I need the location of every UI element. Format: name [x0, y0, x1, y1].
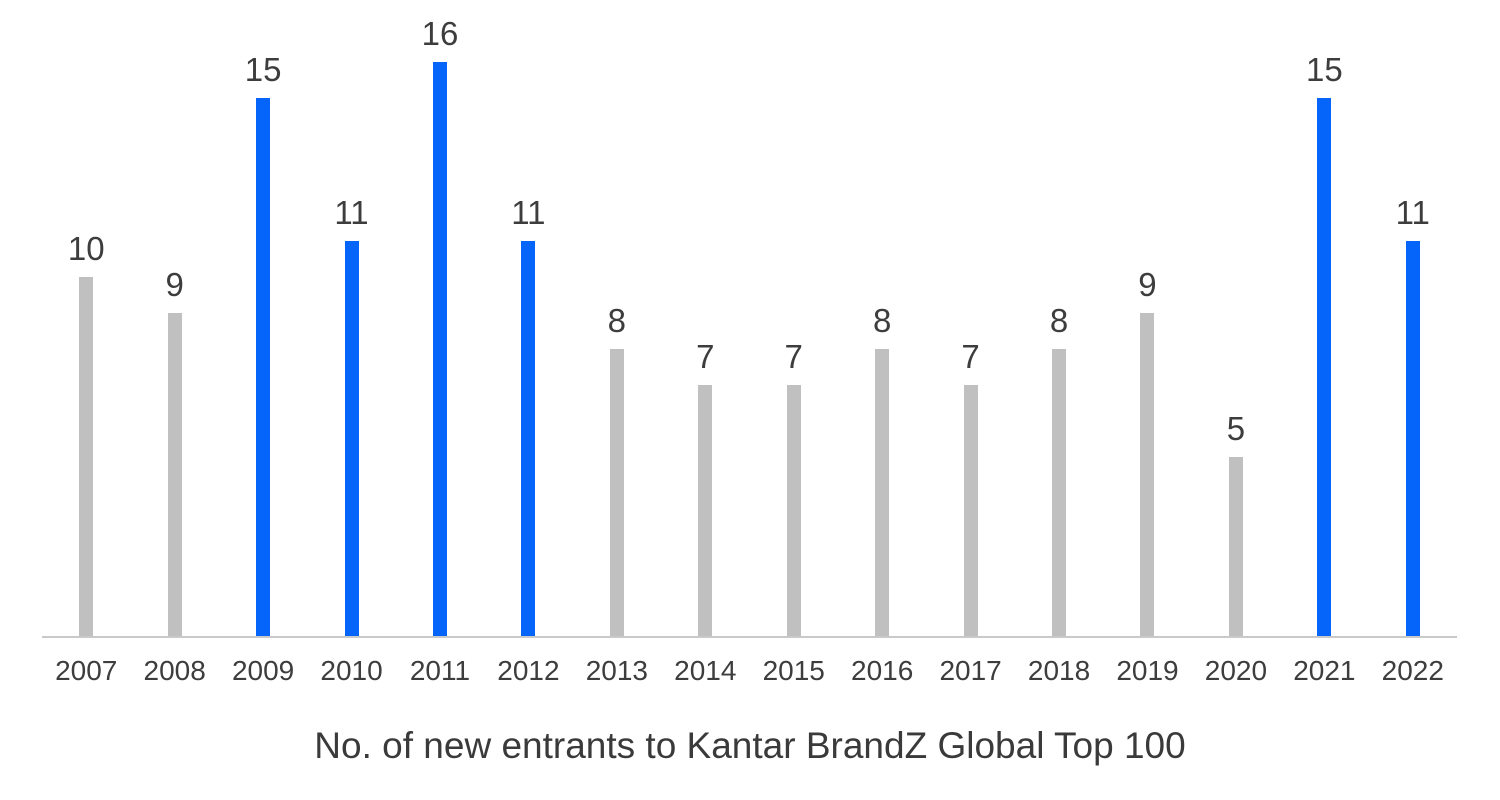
bar-column: 11 [484, 196, 572, 636]
bar-2015 [786, 384, 801, 636]
bar-2010 [344, 241, 359, 636]
bar-2016 [875, 348, 890, 636]
bar-2011 [432, 61, 447, 636]
x-axis-tick-label: 2022 [1381, 655, 1444, 686]
bar-value-label: 11 [334, 194, 369, 232]
bar-column: 11 [307, 196, 395, 636]
bar-2022 [1405, 241, 1420, 636]
x-axis-tick-label: 2016 [851, 655, 914, 686]
bar-2008 [167, 312, 182, 636]
bar-column: 8 [1015, 304, 1103, 636]
bar-column: 5 [1192, 409, 1280, 636]
x-axis-tick-label: 2010 [320, 655, 383, 686]
x-axis-ticks: 2007 2008 2009 2010 2011 2012 2013 2014 2015 2016… [42, 638, 1457, 685]
x-axis-tick-label: 2014 [674, 655, 737, 686]
bar-column: 8 [573, 304, 661, 636]
bar-column: 11 [1369, 196, 1457, 636]
bar-2018 [1052, 348, 1067, 636]
bar-value-label: 9 [165, 265, 184, 303]
bar-2007 [79, 277, 94, 636]
x-axis-tick-label: 2017 [939, 655, 1002, 686]
x-axis-tick-label: 2009 [231, 655, 295, 686]
bar-value-label: 8 [872, 301, 892, 339]
bar-value-label: 9 [1138, 265, 1157, 303]
bar-2014 [698, 384, 713, 636]
bar-2012 [521, 241, 536, 636]
bar-2017 [963, 384, 978, 636]
x-axis-tick-label: 2007 [55, 655, 118, 686]
x-axis-tick-label: 2020 [1204, 655, 1268, 686]
x-axis-tick-label: 2015 [762, 655, 825, 686]
bar-column: 7 [926, 340, 1014, 636]
bar-2021 [1317, 97, 1332, 636]
bar-value-label: 8 [607, 301, 627, 339]
x-axis-tick-label: 2008 [143, 655, 206, 686]
bar-value-label: 15 [1305, 50, 1343, 88]
bar-column: 10 [42, 232, 130, 636]
bar-column: 8 [838, 304, 926, 636]
bar-2013 [609, 348, 624, 636]
x-axis-tick-label: 2011 [409, 655, 471, 686]
x-axis-tick-label: 2021 [1293, 655, 1356, 686]
bar-value-label: 5 [1226, 409, 1246, 447]
x-axis-tick-label: 2019 [1116, 655, 1179, 686]
bar-column: 15 [1280, 50, 1368, 636]
bar-value-label: 10 [67, 230, 105, 267]
bar-column: 9 [1103, 268, 1191, 636]
chart-title: No. of new entrants to Kantar BrandZ Glo… [314, 725, 1186, 766]
bar-column: 16 [396, 17, 484, 636]
bar-2019 [1140, 312, 1155, 636]
bar-column: 15 [219, 50, 307, 636]
bar-column: 7 [750, 340, 838, 636]
bar-value-label: 7 [784, 337, 803, 375]
bar-column: 7 [661, 340, 749, 636]
bar-2009 [256, 97, 271, 636]
bar-column: 9 [130, 268, 218, 636]
x-axis-tick-label: 2012 [497, 655, 560, 686]
bar-value-label: 11 [1395, 194, 1430, 232]
bar-value-label: 7 [961, 337, 980, 375]
x-axis-tick-label: 2018 [1027, 655, 1091, 686]
bar-value-label: 16 [421, 14, 459, 52]
x-axis-tick-label: 2013 [585, 655, 648, 686]
bar-value-label: 11 [511, 194, 546, 232]
bar-value-label: 7 [696, 337, 715, 375]
plot-area: 10 9 15 11 16 11 8 7 7 8 7 8 9 5 15 11 [42, 0, 1457, 638]
bar-value-label: 15 [244, 50, 282, 88]
bar-value-label: 8 [1049, 301, 1069, 339]
bar-2020 [1228, 456, 1243, 636]
